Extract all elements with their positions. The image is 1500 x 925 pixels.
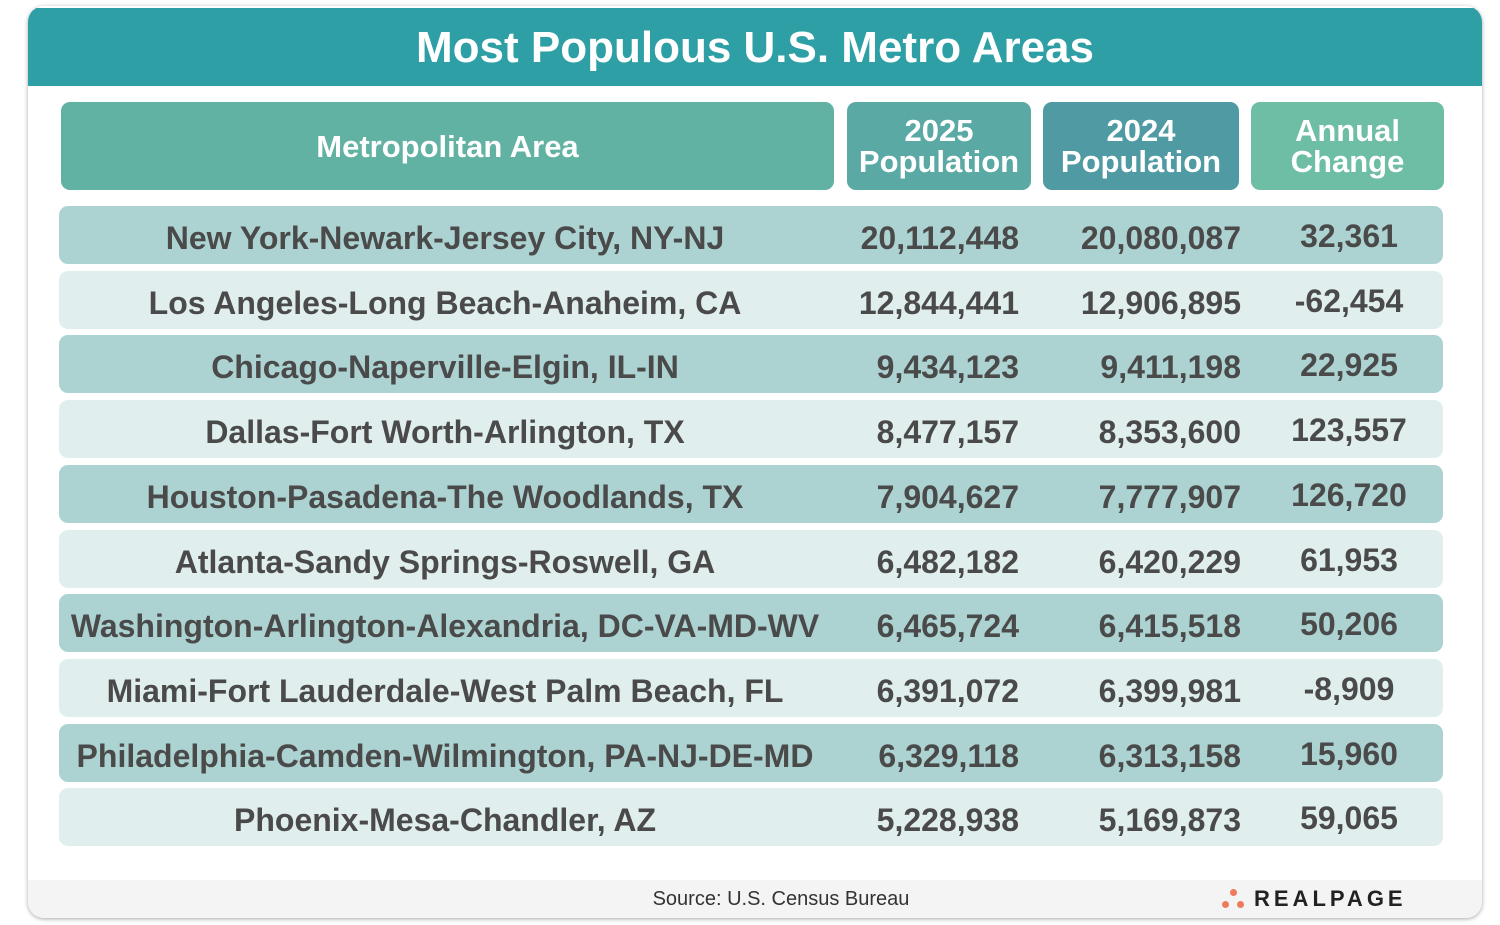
cell-population-2024: 6,415,518 xyxy=(1098,608,1241,645)
table-row: Philadelphia-Camden-Wilmington, PA-NJ-DE… xyxy=(59,723,1443,782)
table-row: Miami-Fort Lauderdale-West Palm Beach, F… xyxy=(59,658,1443,717)
cell-population-2025: 6,391,072 xyxy=(876,672,1019,709)
cell-metro-area: Washington-Arlington-Alexandria, DC-VA-M… xyxy=(70,608,820,645)
cell-annual-change: 123,557 xyxy=(1291,412,1407,449)
cell-population-2024: 8,353,600 xyxy=(1098,414,1241,451)
cell-metro-area: Houston-Pasadena-The Woodlands, TX xyxy=(146,478,744,515)
cell-population-2025: 7,904,627 xyxy=(876,478,1019,515)
table-row: Atlanta-Sandy Springs-Roswell, GA 6,482,1… xyxy=(59,529,1443,588)
cell-population-2025: 6,329,118 xyxy=(878,737,1019,774)
page-title: Most Populous U.S. Metro Areas xyxy=(28,8,1482,86)
cell-metro-area: New York-Newark-Jersey City, NY-NJ xyxy=(165,220,725,256)
table-row: Washington-Arlington-Alexandria, DC-VA-M… xyxy=(59,594,1443,653)
cell-annual-change: 32,361 xyxy=(1300,218,1398,254)
source-note: Source: U.S. Census Bureau xyxy=(652,888,910,910)
cell-metro-area: Dallas-Fort Worth-Arlington, TX xyxy=(205,414,685,451)
cell-annual-change: 59,065 xyxy=(1300,800,1398,837)
cell-population-2024: 9,411,198 xyxy=(1100,349,1241,386)
table-row: Phoenix-Mesa-Chandler, AZ 5,228,938 5,169,… xyxy=(59,788,1443,847)
logo-text: REALPAGE xyxy=(1254,886,1407,911)
logo-dots-icon xyxy=(1220,887,1254,911)
cell-population-2024: 7,777,907 xyxy=(1098,478,1241,515)
cell-metro-area: Chicago-Naperville-Elgin, IL-IN xyxy=(211,349,679,386)
cell-population-2025: 6,482,182 xyxy=(876,543,1019,580)
infographic-card: Most Populous U.S. Metro Areas Metropoli… xyxy=(28,6,1482,918)
cell-population-2025: 20,112,448 xyxy=(860,220,1019,256)
cell-population-2024: 12,906,895 xyxy=(1080,284,1241,321)
cell-population-2025: 12,844,441 xyxy=(858,284,1019,321)
cell-annual-change: 61,953 xyxy=(1300,541,1398,578)
header-2024-population: 2024 Population xyxy=(1043,102,1239,190)
cell-metro-area: Miami-Fort Lauderdale-West Palm Beach, F… xyxy=(106,672,784,709)
cell-metro-area: Phoenix-Mesa-Chandler, AZ xyxy=(234,802,656,839)
cell-population-2024: 20,080,087 xyxy=(1080,220,1241,256)
table-row: Dallas-Fort Worth-Arlington, TX 8,477,157… xyxy=(59,400,1443,459)
footer: Source: U.S. Census Bureau REALPAGE xyxy=(28,880,1482,918)
cell-metro-area: Philadelphia-Camden-Wilmington, PA-NJ-DE… xyxy=(76,737,814,774)
table-row: Houston-Pasadena-The Woodlands, TX 7,904,… xyxy=(59,464,1443,523)
cell-metro-area: Los Angeles-Long Beach-Anaheim, CA xyxy=(148,284,742,321)
cell-annual-change: 15,960 xyxy=(1300,735,1398,772)
cell-annual-change: -8,909 xyxy=(1303,670,1395,707)
cell-population-2025: 9,434,123 xyxy=(876,349,1019,386)
cell-metro-area: Atlanta-Sandy Springs-Roswell, GA xyxy=(174,543,716,580)
cell-population-2024: 5,169,873 xyxy=(1098,802,1241,839)
cell-population-2024: 6,420,229 xyxy=(1098,543,1241,580)
cell-population-2024: 6,313,158 xyxy=(1098,737,1241,774)
cell-annual-change: -62,454 xyxy=(1294,282,1404,319)
cell-annual-change: 22,925 xyxy=(1300,347,1398,384)
cell-annual-change: 126,720 xyxy=(1291,476,1407,513)
table-row: Chicago-Naperville-Elgin, IL-IN 9,434,123… xyxy=(59,335,1443,394)
cell-population-2024: 6,399,981 xyxy=(1098,672,1241,709)
cell-population-2025: 6,465,724 xyxy=(876,608,1019,645)
header-metropolitan-area: Metropolitan Area xyxy=(61,102,834,190)
cell-population-2025: 8,477,157 xyxy=(876,414,1019,451)
table-row: Los Angeles-Long Beach-Anaheim, CA 12,844… xyxy=(59,270,1443,329)
header-annual-change: Annual Change xyxy=(1251,102,1444,190)
cell-annual-change: 50,206 xyxy=(1300,606,1398,643)
realpage-logo: REALPAGE xyxy=(1220,886,1407,912)
header-2025-population: 2025 Population xyxy=(847,102,1031,190)
table-row: New York-Newark-Jersey City, NY-NJ 20,112… xyxy=(59,206,1443,264)
cell-population-2025: 5,228,938 xyxy=(876,802,1019,839)
